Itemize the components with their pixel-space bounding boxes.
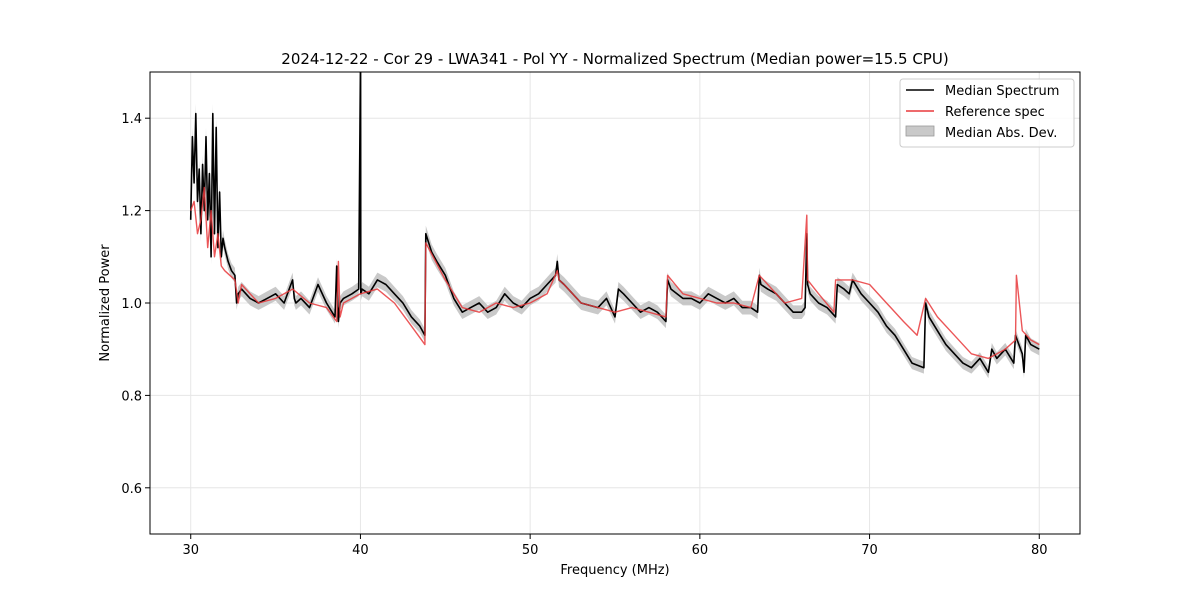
x-tick-label: 70	[861, 543, 878, 558]
reference-spectrum-line	[190, 186, 1040, 360]
x-axis-ticks: 30 40 50 60 70 80	[182, 534, 1048, 558]
x-tick-label: 40	[352, 543, 369, 558]
x-tick-label: 30	[182, 543, 199, 558]
y-tick-label: 0.8	[121, 389, 142, 404]
legend-reference-label: Reference spec	[945, 105, 1045, 120]
y-tick-label: 1.0	[121, 297, 142, 312]
y-tick-label: 1.4	[121, 112, 142, 127]
median-abs-dev-band	[190, 72, 1040, 379]
legend-median-label: Median Spectrum	[945, 84, 1059, 99]
legend: Median Spectrum Reference spec Median Ab…	[899, 78, 1075, 148]
plot-area	[189, 72, 1040, 379]
chart-title: 2024-12-22 - Cor 29 - LWA341 - Pol YY - …	[281, 50, 948, 68]
x-tick-label: 80	[1031, 543, 1048, 558]
legend-mad-swatch	[905, 125, 935, 137]
x-tick-label: 50	[522, 543, 539, 558]
x-axis-label: Frequency (MHz)	[560, 563, 669, 578]
legend-mad-label: Median Abs. Dev.	[945, 126, 1057, 141]
y-axis-ticks: 0.6 0.8 1.0 1.2 1.4	[121, 112, 150, 497]
y-tick-label: 0.6	[121, 482, 142, 497]
y-tick-label: 1.2	[121, 205, 142, 220]
y-axis-label: Normalized Power	[98, 244, 113, 362]
x-tick-label: 60	[692, 543, 709, 558]
legend-box	[899, 78, 1075, 148]
